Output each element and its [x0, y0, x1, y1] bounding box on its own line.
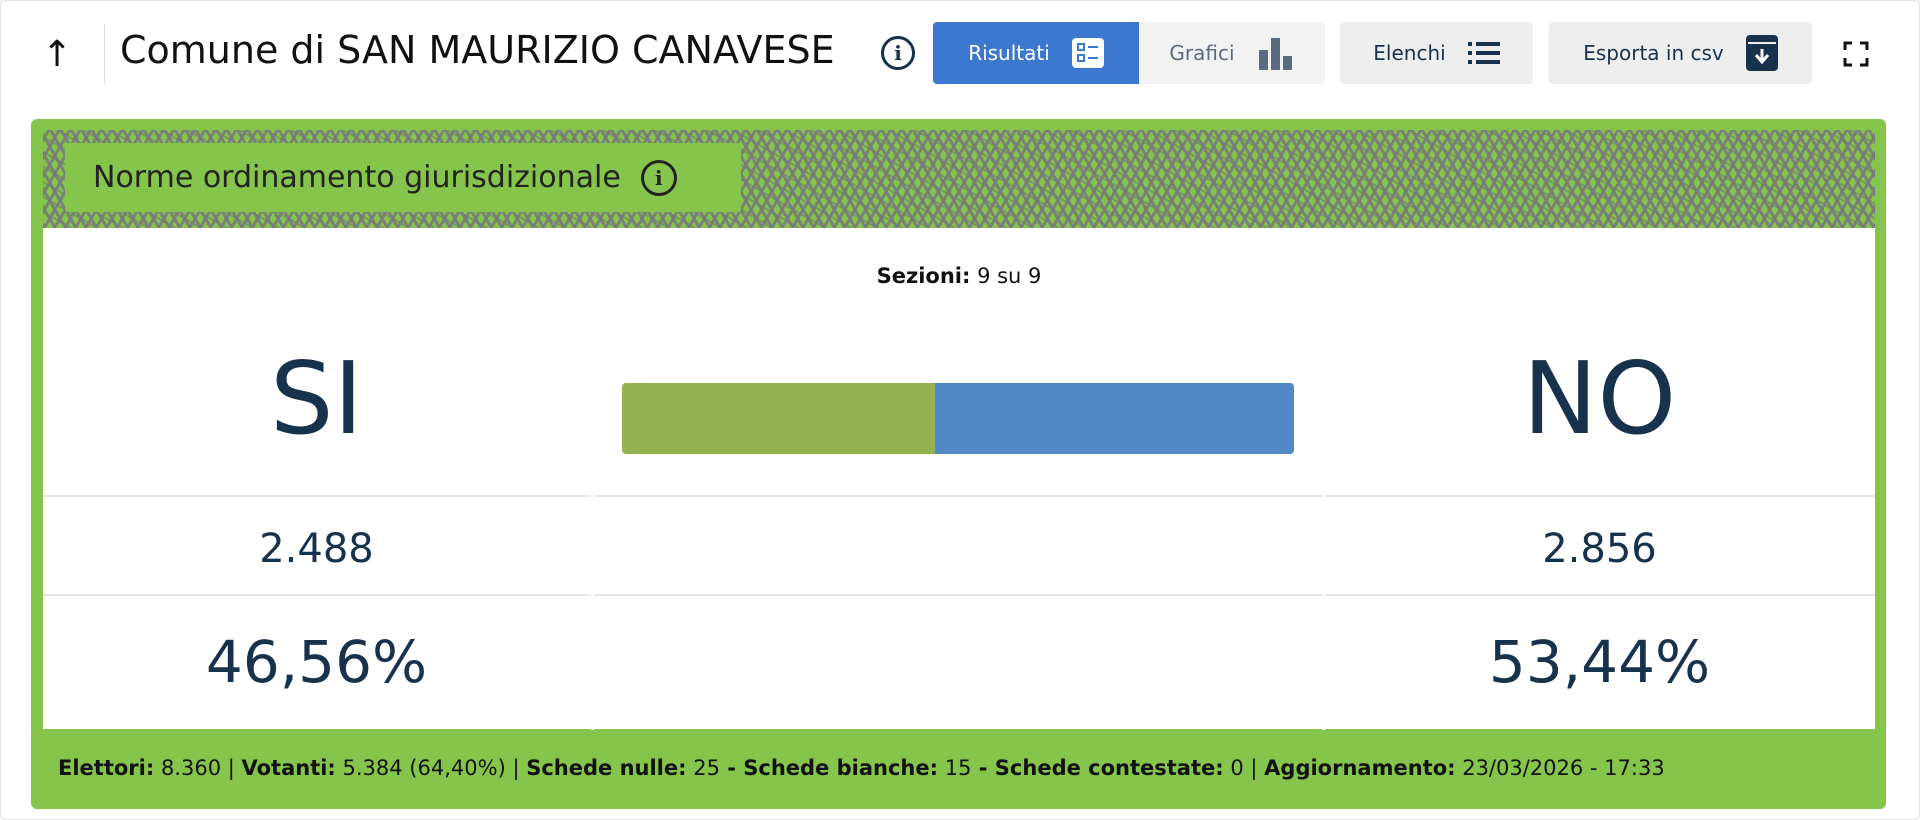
- list-detail-icon: [1071, 38, 1104, 68]
- yes-percent: 46,56%: [205, 628, 428, 696]
- column-divider: [1322, 490, 1325, 730]
- results-panel: [43, 228, 1875, 729]
- contestate-label: Schede contestate:: [994, 756, 1224, 780]
- summary-footer: Elettori: 8.360 | Votanti: 5.384 (64,40%…: [58, 756, 1665, 780]
- contestate-value: 0: [1230, 756, 1244, 780]
- column-divider: [591, 490, 594, 730]
- aggiornamento-label: Aggiornamento:: [1264, 756, 1456, 780]
- bianche-label: Schede bianche:: [743, 756, 939, 780]
- separator: -: [719, 756, 744, 780]
- info-icon[interactable]: i: [881, 36, 915, 70]
- nulle-label: Schede nulle:: [526, 756, 687, 780]
- esporta-csv-button[interactable]: Esporta in csv: [1549, 22, 1812, 84]
- votanti-value: 5.384 (64,40%): [342, 756, 506, 780]
- sezioni-count: Sezioni: 9 su 9: [43, 264, 1875, 288]
- nulle-value: 25: [693, 756, 720, 780]
- elettori-label: Elettori:: [58, 756, 155, 780]
- yes-bar-segment: [622, 383, 935, 454]
- elettori-value: 8.360: [160, 756, 222, 780]
- risultati-label: Risultati: [968, 41, 1050, 65]
- grafici-button[interactable]: Grafici: [1139, 22, 1325, 84]
- row-divider: [43, 495, 1875, 497]
- no-votes: 2.856: [1542, 526, 1657, 572]
- no-bar-segment: [934, 383, 1294, 454]
- yes-label: SI: [270, 340, 363, 457]
- aggiornamento-value: 23/03/2026 - 17:33: [1462, 756, 1665, 780]
- divider: [104, 24, 105, 84]
- bianche-value: 15: [944, 756, 972, 780]
- fullscreen-icon[interactable]: [1843, 41, 1869, 67]
- votanti-label: Votanti:: [241, 756, 336, 780]
- sezioni-label: Sezioni:: [876, 264, 971, 288]
- esporta-label: Esporta in csv: [1583, 41, 1724, 65]
- risultati-button[interactable]: Risultati: [933, 22, 1139, 84]
- row-divider: [43, 594, 1875, 596]
- bar-chart-icon: [1258, 38, 1292, 70]
- results-bar: [622, 383, 1294, 454]
- section-title: Norme ordinamento giurisdizionale: [93, 160, 621, 195]
- separator: |: [221, 756, 242, 780]
- elenchi-label: Elenchi: [1373, 41, 1446, 65]
- yes-votes: 2.488: [259, 526, 374, 572]
- separator: -: [971, 756, 995, 780]
- sezioni-value: 9 su 9: [977, 264, 1042, 288]
- elenchi-button[interactable]: Elenchi: [1340, 22, 1533, 84]
- section-info-icon[interactable]: i: [640, 159, 677, 196]
- no-percent: 53,44%: [1488, 628, 1711, 696]
- grafici-label: Grafici: [1169, 41, 1235, 65]
- no-label: NO: [1522, 340, 1677, 457]
- page-title: Comune di SAN MAURIZIO CANAVESE: [120, 28, 835, 72]
- list-icon: [1467, 42, 1500, 64]
- section-title-badge: Norme ordinamento giurisdizionale i: [65, 143, 741, 212]
- separator: |: [1243, 756, 1265, 780]
- back-arrow-icon[interactable]: ↑: [42, 34, 73, 75]
- download-archive-icon: [1745, 35, 1778, 71]
- separator: |: [505, 756, 527, 780]
